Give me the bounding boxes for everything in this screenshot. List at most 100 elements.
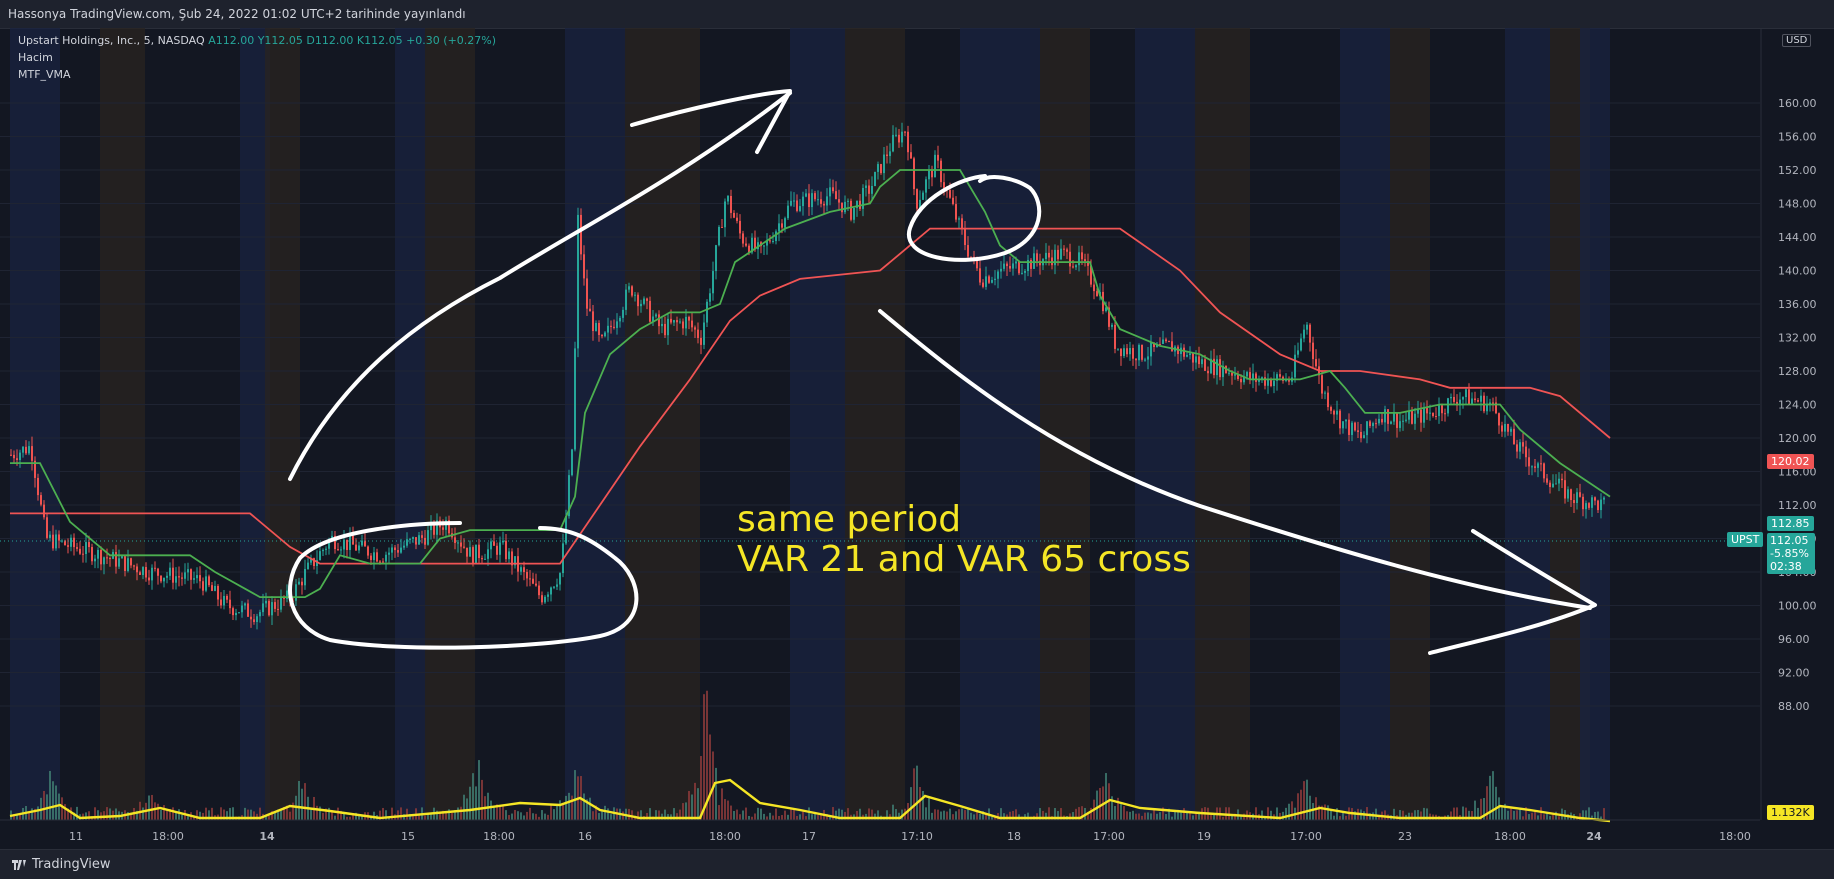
candle-body bbox=[379, 561, 381, 563]
volume-bar bbox=[1129, 811, 1131, 820]
price-tick-label: 88.00 bbox=[1778, 700, 1810, 713]
candle-body bbox=[1120, 348, 1122, 357]
volume-bar bbox=[1480, 798, 1482, 820]
indicator-mtf-vma[interactable]: MTF_VMA bbox=[18, 68, 71, 81]
candle-body bbox=[337, 549, 339, 551]
publish-info: Hassonya TradingView.com, Şub 24, 2022 0… bbox=[8, 7, 466, 21]
volume-bar bbox=[802, 811, 804, 820]
candle-body bbox=[964, 229, 966, 246]
volume-bar bbox=[481, 779, 483, 820]
chart-area[interactable]: 160.00 156.00 152.00 148.00 144.00 140.00 136.… bbox=[0, 28, 1834, 849]
volume-bar bbox=[1594, 811, 1596, 820]
volume-bar bbox=[88, 811, 90, 820]
volume-bar bbox=[1498, 797, 1500, 820]
indicator-volume[interactable]: Hacim bbox=[18, 51, 53, 64]
candle-body bbox=[91, 547, 93, 562]
volume-bar bbox=[1081, 806, 1083, 820]
candle-body bbox=[739, 220, 741, 234]
volume-bar bbox=[697, 788, 699, 820]
price-tick-label: 96.00 bbox=[1778, 633, 1810, 646]
candle-body bbox=[841, 202, 843, 213]
volume-bar bbox=[1279, 812, 1281, 820]
candle-body bbox=[703, 322, 705, 345]
candle-body bbox=[325, 548, 327, 550]
volume-bar bbox=[418, 813, 420, 820]
candle-body bbox=[109, 558, 111, 560]
time-tick-label: 11 bbox=[69, 830, 83, 843]
volume-bar bbox=[895, 809, 897, 820]
volume-bar bbox=[1039, 808, 1041, 820]
candle-body bbox=[553, 586, 555, 588]
candle-body bbox=[619, 317, 621, 322]
volume-bar bbox=[271, 811, 273, 820]
candle-body bbox=[430, 523, 432, 531]
candle-body bbox=[103, 557, 105, 565]
candle-body bbox=[1039, 260, 1041, 266]
candle-body bbox=[412, 537, 414, 539]
volume-bar bbox=[796, 815, 798, 820]
candle-body bbox=[364, 540, 366, 547]
candle-body bbox=[385, 554, 387, 562]
price-axis[interactable]: 160.00 156.00 152.00 148.00 144.00 140.00 136.… bbox=[1760, 28, 1817, 820]
candle-body bbox=[106, 557, 108, 559]
volume-bar bbox=[1363, 811, 1365, 820]
volume-bar bbox=[436, 810, 438, 820]
candle-body bbox=[688, 316, 690, 321]
volume-bar bbox=[1393, 808, 1395, 820]
candle-body bbox=[1567, 489, 1569, 499]
time-axis[interactable]: 11 18:00 14 15 18:00 16 18:00 17 17:10 18 17:00 19 1… bbox=[0, 819, 1760, 843]
volume-bar bbox=[382, 807, 384, 820]
volume-bar bbox=[967, 807, 969, 820]
volume-bar bbox=[1552, 814, 1554, 820]
candle-body bbox=[307, 562, 309, 569]
candle-body bbox=[328, 539, 330, 549]
symbol-name: Upstart Holdings, Inc., 5, NASDAQ bbox=[18, 34, 205, 47]
volume-bar bbox=[559, 800, 561, 820]
candle-body bbox=[259, 612, 261, 617]
volume-bar bbox=[304, 783, 306, 820]
candle-body bbox=[1141, 344, 1143, 360]
session-band bbox=[1135, 28, 1195, 820]
candle-body bbox=[1519, 442, 1521, 452]
candle-body bbox=[622, 309, 624, 318]
time-tick-label: 18:00 bbox=[709, 830, 741, 843]
candle-body bbox=[271, 602, 273, 616]
candle-body bbox=[574, 348, 576, 450]
price-change: +0.30 (+0.27%) bbox=[406, 34, 497, 47]
volume-bar bbox=[655, 810, 657, 820]
volume-bar bbox=[385, 810, 387, 820]
volume-bar bbox=[607, 808, 609, 820]
volume-bar bbox=[733, 811, 735, 820]
candle-body bbox=[454, 537, 456, 543]
volume-bar bbox=[1579, 813, 1581, 820]
volume-bar bbox=[1159, 812, 1161, 820]
volume-bar bbox=[1318, 805, 1320, 820]
volume-bar bbox=[1519, 809, 1521, 820]
candle-body bbox=[1309, 324, 1311, 343]
candle-body bbox=[244, 603, 246, 606]
volume-bar bbox=[553, 809, 555, 820]
volume-bar bbox=[1045, 812, 1047, 820]
volume-bar bbox=[841, 809, 843, 820]
candle-body bbox=[1123, 348, 1125, 357]
volume-bar bbox=[1402, 810, 1404, 820]
candle-body bbox=[1561, 478, 1563, 481]
candle-body bbox=[1297, 350, 1299, 355]
volume-bar bbox=[97, 810, 99, 820]
candle-body bbox=[631, 286, 633, 296]
candle-body bbox=[1078, 252, 1080, 266]
volume-bar bbox=[106, 807, 108, 820]
candle-body bbox=[1252, 373, 1254, 381]
candle-body bbox=[781, 223, 783, 228]
candle-body bbox=[1222, 365, 1224, 378]
candle-body bbox=[952, 197, 954, 205]
volume-bar bbox=[1183, 808, 1185, 820]
volume-bar bbox=[424, 815, 426, 820]
volume-bar bbox=[1048, 807, 1050, 820]
volume-bar bbox=[451, 813, 453, 820]
candle-body bbox=[1084, 259, 1086, 261]
candle-body bbox=[508, 551, 510, 560]
volume-bar bbox=[886, 810, 888, 820]
volume-bar bbox=[127, 812, 129, 820]
currency-label[interactable]: USD bbox=[1782, 34, 1812, 47]
